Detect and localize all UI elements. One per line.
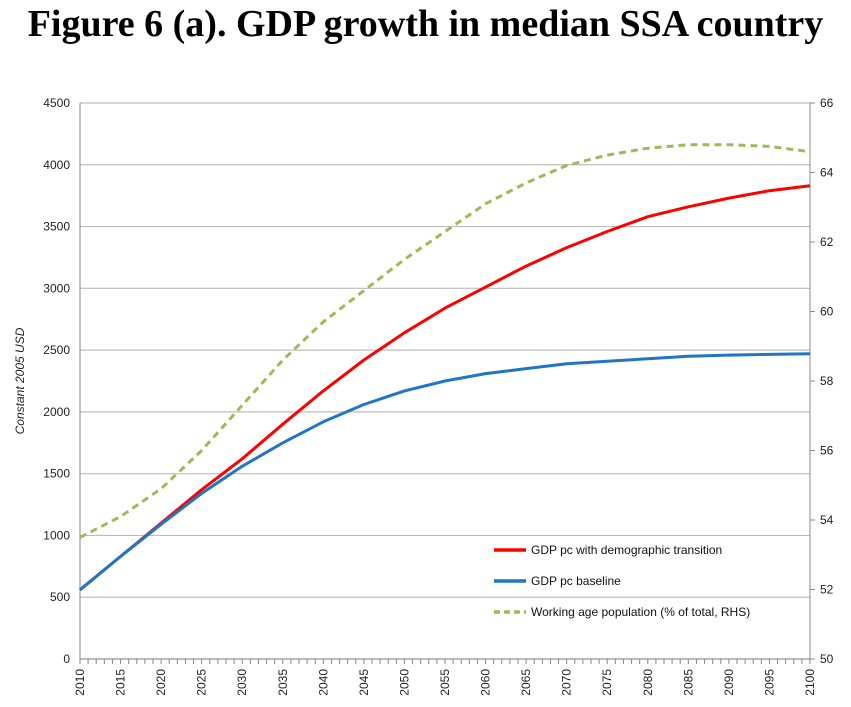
series-line-1 [79,352,811,591]
y-tick-label: 500 [50,590,70,604]
x-tick-label: 2085 [681,669,695,696]
y-tick-label: 3500 [43,220,70,234]
y2-tick-label: 54 [820,513,834,527]
legend-label: GDP pc with demographic transition [531,543,722,557]
y2-tick-label: 58 [820,374,834,388]
x-tick-label: 2025 [195,669,209,696]
x-tick-label: 2035 [276,669,290,696]
x-tick-label: 2055 [438,669,452,696]
y2-tick-label: 66 [820,96,834,110]
x-tick-label: 2100 [803,669,817,696]
y-tick-label: 2500 [43,343,70,357]
x-tick-label: 2065 [519,669,533,696]
x-tick-label: 2010 [73,669,87,696]
series-line-2 [79,143,811,539]
x-tick-label: 2045 [357,669,371,696]
x-tick-label: 2080 [641,669,655,696]
x-tick-label: 2075 [600,669,614,696]
legend-label: GDP pc baseline [531,574,621,588]
x-tick-label: 2030 [235,669,249,696]
y2-tick-label: 64 [820,166,834,180]
y-tick-label: 1500 [43,467,70,481]
legend-label: Working age population (% of total, RHS) [531,605,750,619]
x-tick-label: 2015 [114,669,128,696]
y-tick-label: 4500 [43,96,70,110]
y-tick-label: 3000 [43,281,70,295]
y2-tick-label: 60 [820,305,834,319]
y2-tick-label: 50 [820,652,834,666]
x-tick-label: 2050 [397,669,411,696]
x-tick-label: 2095 [762,669,776,696]
series-line-0 [79,184,811,591]
x-tick-label: 2090 [722,669,736,696]
x-tick-label: 2040 [316,669,330,696]
y-tick-label: 4000 [43,158,70,172]
y-tick-label: 2000 [43,405,70,419]
y-tick-label: 0 [63,652,70,666]
x-tick-label: 2070 [560,669,574,696]
y-axis-label: Constant 2005 USD [13,327,27,434]
y2-tick-label: 56 [820,444,834,458]
y2-tick-label: 62 [820,235,834,249]
x-tick-label: 2020 [154,669,168,696]
y-tick-label: 1000 [43,528,70,542]
x-tick-label: 2060 [479,669,493,696]
y2-tick-label: 52 [820,583,834,597]
chart-title: Figure 6 (a). GDP growth in median SSA c… [27,3,824,45]
